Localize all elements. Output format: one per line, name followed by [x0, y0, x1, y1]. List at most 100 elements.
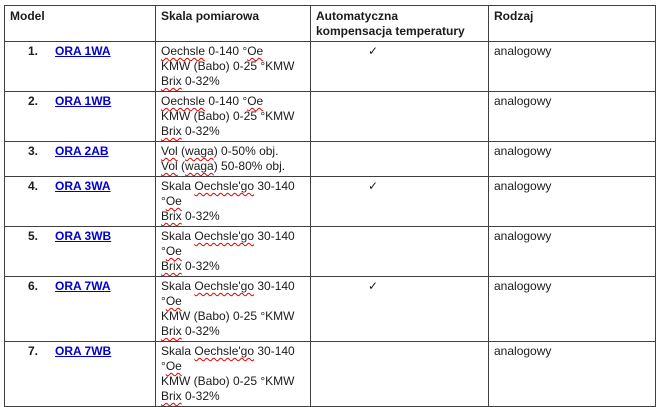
- model-link[interactable]: ORA 1WA: [55, 44, 111, 58]
- skala-text: 0-32%: [181, 74, 220, 88]
- skala-line: °Oe: [161, 294, 305, 309]
- misspelled-word: Oe: [247, 94, 264, 108]
- skala-line: Brix 0-32%: [161, 124, 305, 139]
- skala-text: °: [161, 244, 166, 258]
- rodzaj-cell: analogowy: [488, 91, 656, 142]
- model-link[interactable]: ORA 7WB: [55, 344, 112, 358]
- row-number: 3.: [28, 144, 39, 158]
- header-skala: Skala pomiarowa: [155, 5, 311, 42]
- atc-cell: [310, 341, 489, 407]
- rodzaj-cell: analogowy: [488, 226, 656, 277]
- model-cell: 6. ORA 7WA: [4, 276, 156, 342]
- skala-line: Brix 0-32%: [161, 74, 305, 89]
- atc-cell: ✓: [310, 276, 489, 342]
- misspelled-word: Oechsle: [161, 44, 206, 58]
- model-link[interactable]: ORA 1WB: [55, 94, 112, 108]
- misspelled-word: Vol: [161, 144, 178, 158]
- header-atc-line2: kompensacja temperatury: [316, 24, 465, 38]
- skala-text: 0-32%: [181, 209, 220, 223]
- misspelled-word: Oechsle: [161, 94, 206, 108]
- skala-line: KMW (Babo) 0-25 °KMW: [161, 374, 305, 389]
- skala-line: °Oe: [161, 244, 305, 259]
- models-table: Model Skala pomiarowa Automatyczna kompe…: [4, 5, 656, 407]
- misspelled-word: Oe: [165, 359, 182, 373]
- header-model: Model: [4, 5, 156, 42]
- row-number: 1.: [28, 44, 39, 58]
- skala-text: 0-32%: [181, 124, 220, 138]
- header-atc: Automatyczna kompensacja temperatury: [310, 5, 489, 42]
- model-link[interactable]: ORA 3WA: [55, 179, 111, 193]
- table-row: 3. ORA 2AB Vol (waga) 0-50% obj. Vol (waga)…: [4, 141, 656, 177]
- skala-line: Vol (waga) 50-80% obj.: [161, 159, 305, 174]
- skala-line: Skala Oechsle'go 30-140: [161, 279, 305, 294]
- skala-line: Skala Oechsle'go 30-140: [161, 344, 305, 359]
- misspelled-word: Brix: [161, 324, 182, 338]
- table-row: 1. ORA 1WA Oechsle 0-140 °Oe KMW (Babo) 0-2…: [4, 41, 656, 92]
- table-row: 4. ORA 3WA Skala Oechsle'go 30-140 °Oe Brix …: [4, 176, 656, 227]
- checkmark-icon: ✓: [368, 279, 379, 293]
- skala-cell: Skala Oechsle'go 30-140 °Oe KMW (Babo) 0-2…: [155, 276, 311, 342]
- model-link[interactable]: ORA 3WB: [55, 229, 112, 243]
- table-row: 2. ORA 1WB Oechsle 0-140 °Oe KMW (Babo) 0-2…: [4, 91, 656, 142]
- skala-line: °Oe: [161, 359, 305, 374]
- row-number: 7.: [28, 344, 39, 358]
- skala-line: Skala Oechsle'go 30-140: [161, 179, 305, 194]
- atc-cell: [310, 91, 489, 142]
- rodzaj-cell: analogowy: [488, 141, 656, 177]
- skala-text: °: [161, 359, 166, 373]
- skala-line: KMW (Babo) 0-25 °KMW: [161, 109, 305, 124]
- misspelled-word: Oe: [165, 244, 182, 258]
- skala-text: Skala: [161, 229, 195, 243]
- model-cell: 2. ORA 1WB: [4, 91, 156, 142]
- skala-text: Skala: [161, 179, 195, 193]
- skala-text: 30-140: [254, 279, 295, 293]
- rodzaj-cell: analogowy: [488, 276, 656, 342]
- skala-line: KMW (Babo) 0-25 °KMW: [161, 59, 305, 74]
- header-atc-line1: Automatyczna: [316, 9, 399, 23]
- skala-line: Oechsle 0-140 °Oe: [161, 44, 305, 59]
- skala-text: 0-32%: [181, 324, 220, 338]
- skala-cell: Skala Oechsle'go 30-140 °Oe KMW (Babo) 0-2…: [155, 341, 311, 407]
- misspelled-word: Brix: [161, 74, 182, 88]
- row-number: 5.: [28, 229, 39, 243]
- skala-text: ) 0-50% obj.: [213, 144, 279, 158]
- model-link[interactable]: ORA 2AB: [55, 144, 109, 158]
- skala-line: Brix 0-32%: [161, 259, 305, 274]
- misspelled-word: Oechsle'go: [194, 279, 255, 293]
- atc-cell: [310, 226, 489, 277]
- skala-text: KMW (Babo) 0-25 °KMW: [161, 59, 295, 73]
- model-link[interactable]: ORA 7WA: [55, 279, 111, 293]
- skala-text: 0-32%: [181, 259, 220, 273]
- skala-text: 30-140: [254, 344, 295, 358]
- skala-cell: Oechsle 0-140 °Oe KMW (Babo) 0-25 °KMW Bri…: [155, 91, 311, 142]
- rodzaj-cell: analogowy: [488, 41, 656, 92]
- misspelled-word: Brix: [161, 209, 182, 223]
- atc-cell: [310, 141, 489, 177]
- skala-text: °: [161, 294, 166, 308]
- skala-cell: Oechsle 0-140 °Oe KMW (Babo) 0-25 °KMW Bri…: [155, 41, 311, 92]
- misspelled-word: Oechsle'go: [194, 179, 255, 193]
- misspelled-word: Brix: [161, 124, 182, 138]
- skala-line: Oechsle 0-140 °Oe: [161, 94, 305, 109]
- misspelled-word: waga: [185, 159, 214, 173]
- checkmark-icon: ✓: [368, 44, 379, 58]
- skala-text: KMW (Babo) 0-25 °KMW: [161, 109, 295, 123]
- header-row: Model Skala pomiarowa Automatyczna kompe…: [4, 5, 656, 42]
- skala-text: (: [177, 144, 186, 158]
- skala-text: 30-140: [254, 179, 295, 193]
- misspelled-word: waga: [185, 144, 214, 158]
- header-rodzaj: Rodzaj: [488, 5, 656, 42]
- skala-text: ) 50-80% obj.: [213, 159, 286, 173]
- misspelled-word: Oechsle'go: [194, 344, 255, 358]
- skala-line: Vol (waga) 0-50% obj.: [161, 144, 305, 159]
- skala-text: °: [161, 194, 166, 208]
- skala-text: (: [177, 159, 186, 173]
- skala-text: Skala: [161, 344, 195, 358]
- table-row: 6. ORA 7WA Skala Oechsle'go 30-140 °Oe KMW (…: [4, 276, 656, 342]
- rodzaj-cell: analogowy: [488, 341, 656, 407]
- table-row: 5. ORA 3WB Skala Oechsle'go 30-140 °Oe Brix …: [4, 226, 656, 277]
- misspelled-word: Vol: [161, 159, 178, 173]
- skala-cell: Skala Oechsle'go 30-140 °Oe Brix 0-32%: [155, 226, 311, 277]
- model-cell: 3. ORA 2AB: [4, 141, 156, 177]
- skala-cell: Skala Oechsle'go 30-140 °Oe Brix 0-32%: [155, 176, 311, 227]
